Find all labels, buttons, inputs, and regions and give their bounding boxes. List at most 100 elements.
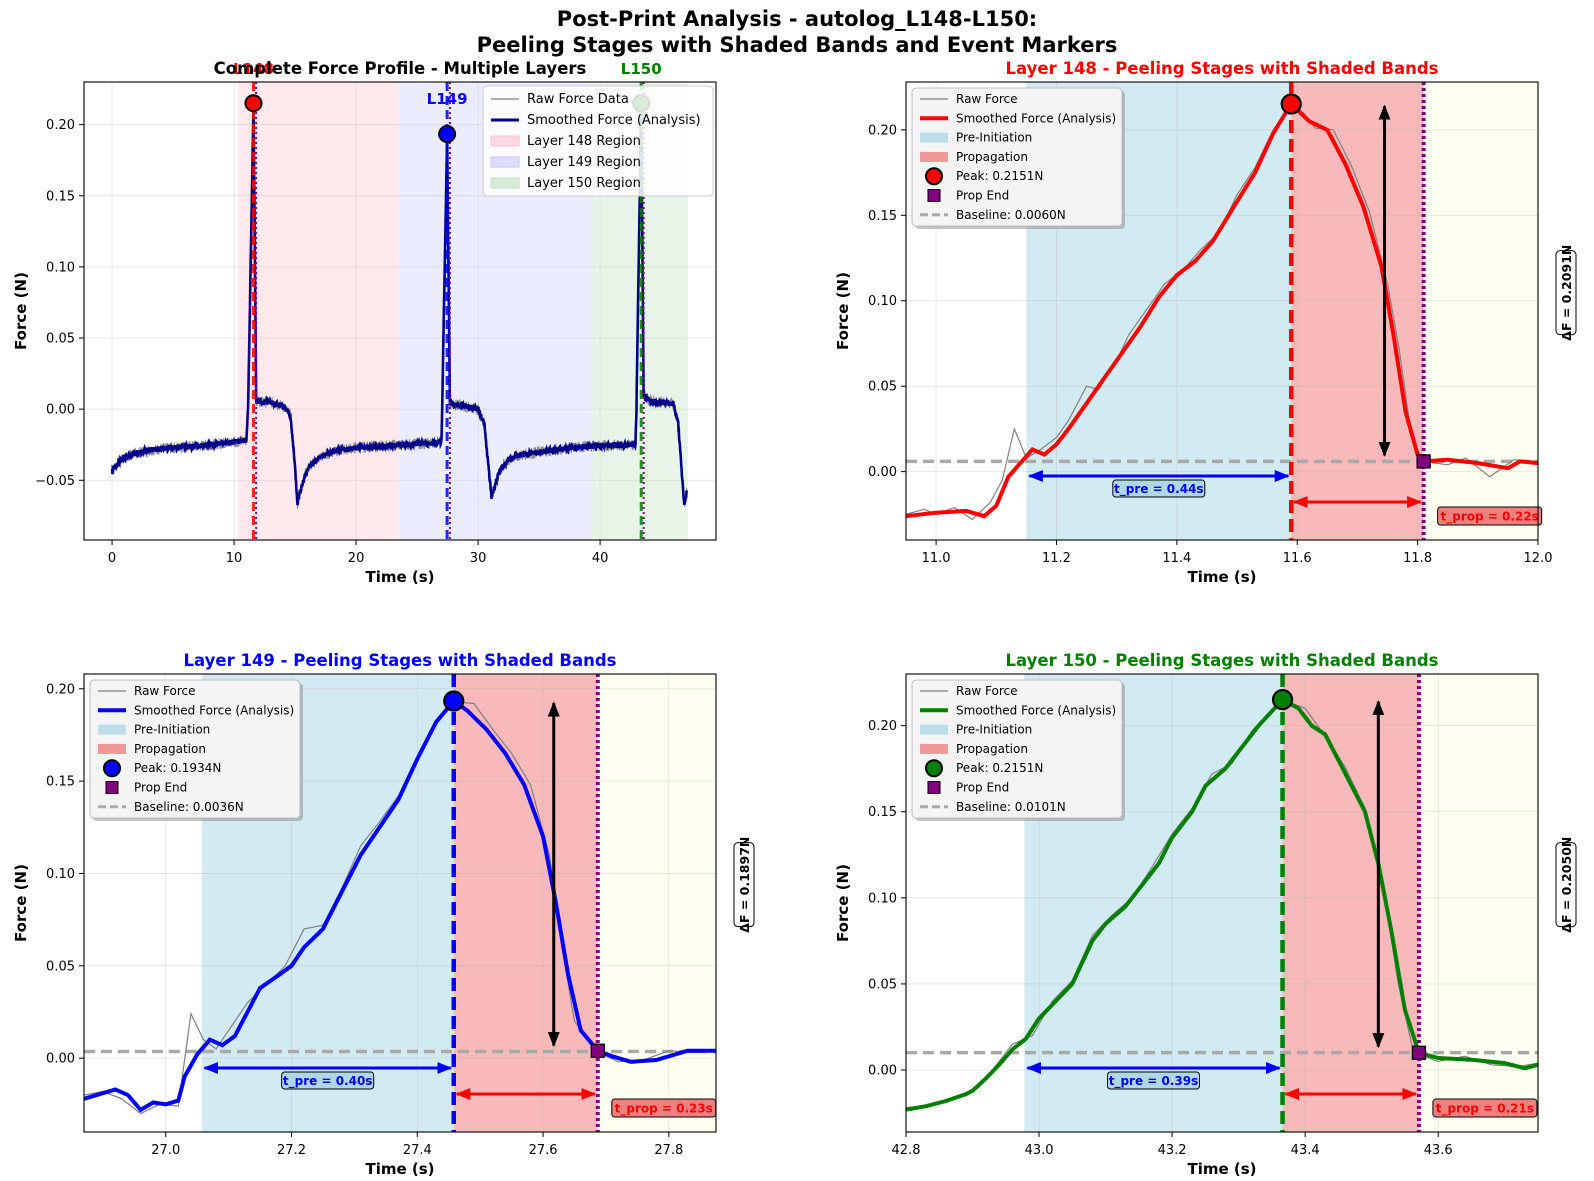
x-tick-label: 27.0 (151, 1143, 180, 1158)
x-tick-label: 40 (592, 551, 609, 566)
y-tick-label: 0.00 (868, 1064, 897, 1079)
plot-area (906, 82, 1538, 540)
legend-swatch (925, 167, 943, 186)
figure-title-line-1: Post-Print Analysis - autolog_L148-L150: (556, 7, 1038, 31)
legend: Raw Force Smoothed Force (Analysis) Pre-In… (911, 679, 1125, 821)
legend-entry: Prop End (956, 189, 1009, 203)
x-tick-label: 43.4 (1291, 1143, 1320, 1158)
legend-swatch (105, 781, 119, 794)
x-tick-label: 43.2 (1158, 1143, 1187, 1158)
t-prop-label-text: t_prop = 0.22s (1441, 510, 1539, 525)
y-tick-label: 0.05 (868, 380, 897, 395)
x-tick-label: 27.4 (403, 1143, 432, 1158)
legend-entry: Pre-Initiation (956, 723, 1032, 737)
delta-f-label-box (1555, 250, 1577, 336)
legend: Raw Force Smoothed Force (Analysis) Pre-In… (911, 87, 1125, 229)
delta-f-label-text: ΔF = 0.2050N (1559, 837, 1574, 933)
t-pre-label-box (1112, 479, 1206, 498)
x-axis-label: Time (s) (1187, 568, 1256, 586)
y-tick-label: 0.00 (46, 1052, 75, 1067)
axes-frame (83, 81, 717, 541)
smoothed-force-line (84, 698, 716, 1113)
subplot-title: Layer 149 - Peeling Stages with Shaded B… (184, 651, 617, 670)
x-tick-label: 43.6 (1424, 1143, 1453, 1158)
legend-entry: Raw Force Data (527, 92, 629, 107)
legend-swatch (920, 132, 948, 143)
post-band (1418, 674, 1538, 1132)
x-axis-label: Time (s) (365, 1160, 434, 1178)
y-tick-label: 0.15 (46, 775, 75, 790)
overview-legend: Raw Force Data Smoothed Force (Analysis) L… (482, 85, 714, 197)
legend-entry: Raw Force (956, 92, 1018, 106)
layer-region-band (237, 82, 399, 540)
prop-end-marker (590, 1043, 605, 1058)
t-pre-label-box (1106, 1071, 1200, 1090)
post-band (597, 674, 716, 1132)
t-prop-label-box (1437, 506, 1543, 526)
peak-marker (244, 94, 263, 113)
x-tick-label: 27.6 (529, 1143, 558, 1158)
y-tick-label: 0.10 (46, 260, 75, 275)
y-tick-label: 0.05 (46, 332, 75, 347)
delta-f-label: ΔF = 0.1897N (733, 837, 755, 933)
t-pre-label-text: t_pre = 0.40s (283, 1074, 373, 1089)
x-tick-label: 0 (108, 551, 116, 566)
legend-swatch (98, 743, 126, 754)
t-prop-label: t_prop = 0.23s (611, 1098, 717, 1118)
t-prop-label-text: t_prop = 0.23s (615, 1102, 713, 1117)
x-tick-label: 11.4 (1162, 551, 1191, 566)
peak-label: L150 (621, 60, 662, 78)
x-tick-label: 30 (470, 551, 487, 566)
peak-marker (1280, 93, 1302, 115)
legend-entry: Prop End (134, 781, 187, 795)
legend-entry: Peak: 0.2151N (956, 761, 1043, 775)
legend-entry: Layer 148 Region (527, 134, 641, 149)
delta-f-label-box (1555, 842, 1577, 928)
y-tick-label: 0.10 (868, 294, 897, 309)
legend-entry: Smoothed Force (Analysis) (956, 111, 1116, 125)
legend-entry: Baseline: 0.0060N (956, 208, 1066, 222)
legend-swatch (920, 743, 948, 754)
t-pre-label-box (281, 1071, 375, 1090)
legend-swatch (490, 177, 520, 189)
legend-entry: Propagation (956, 742, 1028, 756)
propagation-band (1291, 82, 1424, 540)
y-tick-label: 0.20 (868, 123, 897, 138)
legend-box (482, 85, 714, 197)
prop-end-marker (1411, 1045, 1427, 1060)
x-tick-label: 11.0 (922, 551, 951, 566)
y-tick-label: 0.15 (868, 209, 897, 224)
plot-area (84, 674, 716, 1132)
peak-label: L148 (233, 60, 274, 78)
legend-entry: Propagation (956, 150, 1028, 164)
x-tick-label: 42.8 (892, 1143, 921, 1158)
legend-entry: Prop End (956, 781, 1009, 795)
legend-swatch (920, 724, 948, 735)
y-axis-label: Force (N) (12, 864, 30, 942)
figure-title: Post-Print Analysis - autolog_L148-L150:… (0, 6, 1594, 58)
delta-f-label: ΔF = 0.2050N (1555, 837, 1577, 933)
x-axis-label: Time (s) (365, 568, 434, 586)
y-axis-label: Force (N) (12, 272, 30, 350)
plot-area (906, 674, 1538, 1132)
t-pre-label: t_pre = 0.44s (1112, 479, 1206, 498)
layer149-chart: t_pre = 0.40s t_prop = 0.23s ΔF = 0.1897N R… (12, 651, 755, 1178)
legend-entry: Propagation (134, 742, 206, 756)
y-axis-label: Force (N) (834, 272, 852, 350)
legend-entry: Peak: 0.1934N (134, 761, 221, 775)
layer150-chart: t_pre = 0.39s t_prop = 0.21s ΔF = 0.2050N R… (834, 651, 1577, 1178)
t-prop-label: t_prop = 0.22s (1437, 506, 1543, 526)
smoothed-force-line (906, 697, 1538, 1112)
y-axis-label: Force (N) (834, 864, 852, 942)
legend-swatch (925, 759, 943, 778)
x-tick-label: 20 (348, 551, 365, 566)
x-axis-label: Time (s) (1187, 1160, 1256, 1178)
y-tick-label: 0.20 (868, 719, 897, 734)
x-tick-label: 27.8 (654, 1143, 683, 1158)
delta-f-label-box (733, 842, 755, 928)
legend-entry: Raw Force (134, 684, 196, 698)
legend-box (911, 87, 1123, 227)
axes-frame (905, 673, 1539, 1133)
y-tick-label: 0.15 (46, 189, 75, 204)
propagation-band (453, 674, 598, 1132)
